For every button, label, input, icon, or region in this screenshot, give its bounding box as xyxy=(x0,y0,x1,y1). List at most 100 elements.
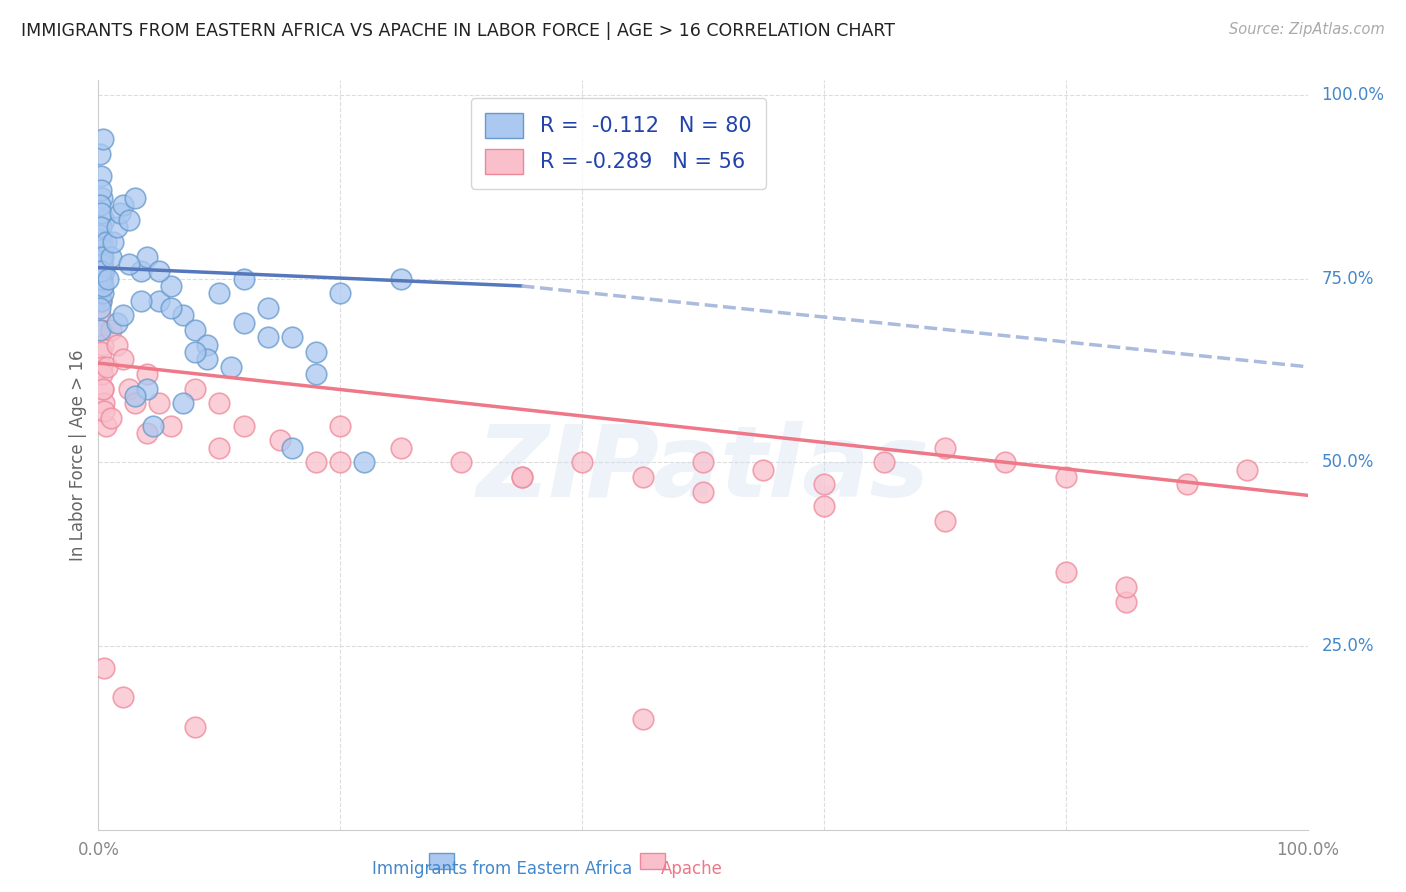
Point xyxy=(89,323,111,337)
Legend: R =  -0.112   N = 80, R = -0.289   N = 56: R = -0.112 N = 80, R = -0.289 N = 56 xyxy=(471,98,766,188)
Text: Source: ZipAtlas.com: Source: ZipAtlas.com xyxy=(1229,22,1385,37)
Point xyxy=(129,264,152,278)
Text: 25.0%: 25.0% xyxy=(1322,637,1374,655)
Point xyxy=(93,396,115,410)
Point xyxy=(91,286,114,301)
Point xyxy=(91,359,114,374)
Text: 75.0%: 75.0% xyxy=(1322,269,1374,287)
Point xyxy=(1115,580,1137,594)
Point xyxy=(91,242,114,256)
Point xyxy=(195,352,218,367)
Point xyxy=(90,271,112,285)
Point xyxy=(91,271,114,285)
Point xyxy=(90,257,112,271)
Text: Immigrants from Eastern Africa: Immigrants from Eastern Africa xyxy=(373,860,633,878)
Point xyxy=(105,337,128,351)
Point xyxy=(91,257,114,271)
Point xyxy=(631,712,654,726)
Text: IMMIGRANTS FROM EASTERN AFRICA VS APACHE IN LABOR FORCE | AGE > 16 CORRELATION C: IMMIGRANTS FROM EASTERN AFRICA VS APACHE… xyxy=(21,22,896,40)
Point xyxy=(124,396,146,410)
Point xyxy=(148,264,170,278)
Point xyxy=(221,359,243,374)
Y-axis label: In Labor Force | Age > 16: In Labor Force | Age > 16 xyxy=(69,349,87,561)
Point xyxy=(100,323,122,337)
Point xyxy=(172,396,194,410)
Point xyxy=(129,293,152,308)
FancyBboxPatch shape xyxy=(429,853,454,869)
Point xyxy=(208,286,231,301)
Point xyxy=(124,191,146,205)
Point xyxy=(329,418,352,433)
Point xyxy=(118,382,141,396)
Point xyxy=(1115,595,1137,609)
Point xyxy=(111,352,134,367)
Point xyxy=(389,271,412,285)
Point xyxy=(90,293,112,308)
Point xyxy=(232,271,254,285)
Point xyxy=(934,514,956,528)
Point xyxy=(91,264,114,278)
Point xyxy=(91,382,114,396)
Point xyxy=(105,220,128,235)
Text: 50.0%: 50.0% xyxy=(1322,453,1374,471)
Point xyxy=(89,301,111,315)
Point xyxy=(813,500,835,514)
Point xyxy=(89,227,111,242)
FancyBboxPatch shape xyxy=(640,853,665,869)
Point xyxy=(111,198,134,212)
Point xyxy=(111,309,134,323)
Point xyxy=(91,279,114,293)
Point xyxy=(281,441,304,455)
Point xyxy=(1054,470,1077,484)
Point xyxy=(631,470,654,484)
Point xyxy=(97,271,120,285)
Point xyxy=(184,323,207,337)
Point xyxy=(91,235,114,249)
Point xyxy=(184,345,207,359)
Point xyxy=(89,271,111,285)
Point xyxy=(93,264,115,278)
Point xyxy=(305,345,328,359)
Point xyxy=(232,418,254,433)
Point xyxy=(91,382,114,396)
Point xyxy=(111,690,134,705)
Point xyxy=(91,367,114,381)
Point xyxy=(172,309,194,323)
Point xyxy=(281,330,304,344)
Point xyxy=(96,359,118,374)
Point xyxy=(124,389,146,403)
Point xyxy=(118,257,141,271)
Point xyxy=(90,345,112,359)
Point xyxy=(1054,566,1077,580)
Point xyxy=(100,250,122,264)
Point xyxy=(90,169,112,183)
Point xyxy=(269,434,291,448)
Point xyxy=(108,205,131,219)
Point xyxy=(195,337,218,351)
Point xyxy=(571,455,593,469)
Point xyxy=(90,293,112,308)
Point xyxy=(692,455,714,469)
Point xyxy=(89,242,111,256)
Point xyxy=(91,250,114,264)
Point xyxy=(89,250,111,264)
Text: 100.0%: 100.0% xyxy=(1322,86,1385,104)
Point xyxy=(329,455,352,469)
Point xyxy=(93,661,115,675)
Point xyxy=(353,455,375,469)
Point xyxy=(89,286,111,301)
Point xyxy=(90,220,112,235)
Point xyxy=(813,477,835,491)
Point xyxy=(91,279,114,293)
Point xyxy=(94,418,117,433)
Point xyxy=(89,309,111,323)
Point xyxy=(305,367,328,381)
Point xyxy=(90,205,112,219)
Point xyxy=(91,264,114,278)
Point xyxy=(91,250,114,264)
Point xyxy=(1175,477,1198,491)
Point xyxy=(90,184,112,198)
Point xyxy=(208,396,231,410)
Point xyxy=(160,301,183,315)
Point xyxy=(89,198,111,212)
